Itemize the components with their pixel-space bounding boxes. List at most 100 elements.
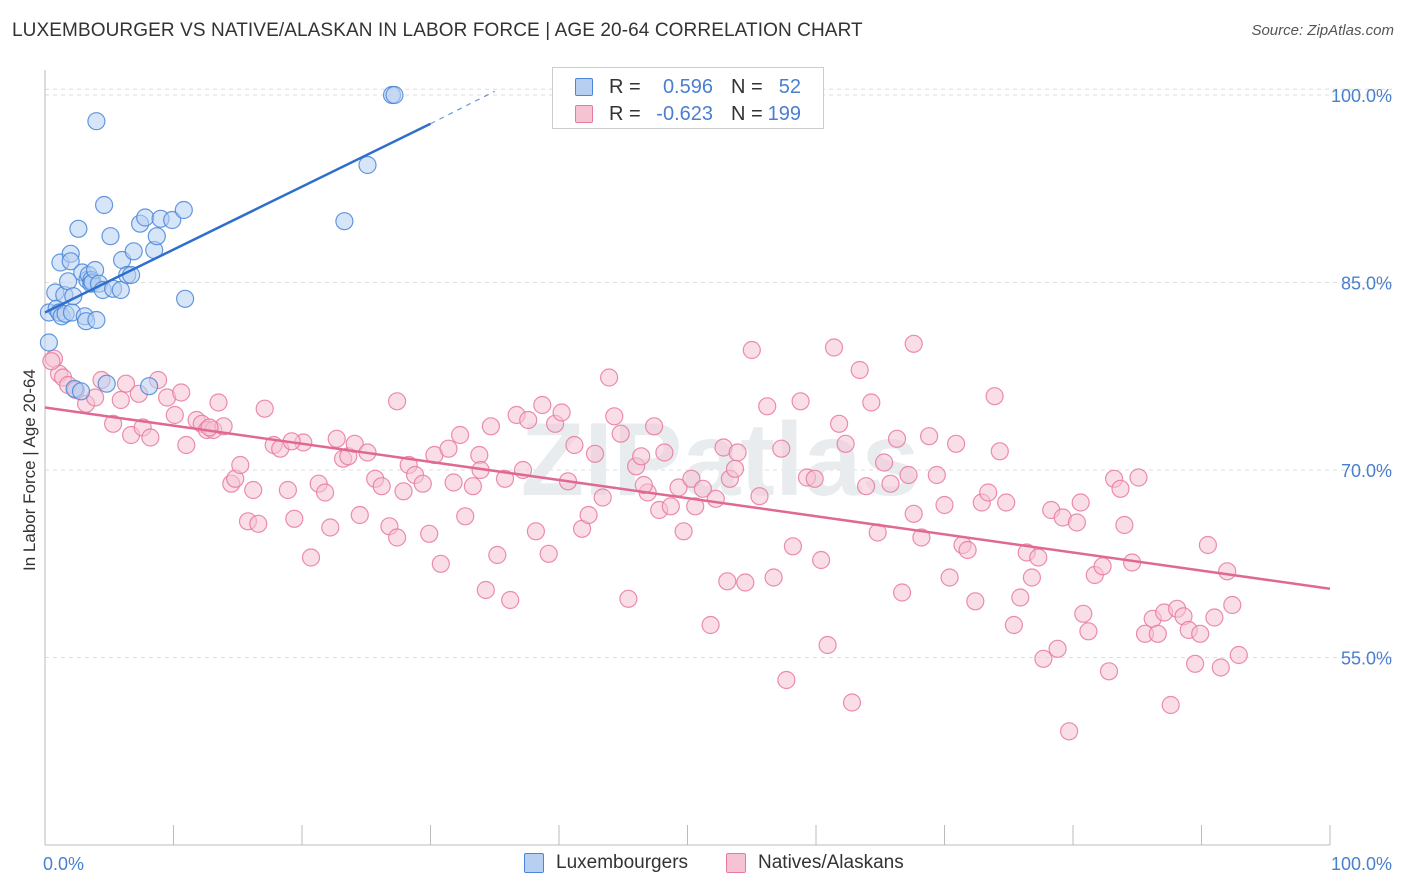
legend-n-label: N = bbox=[731, 76, 763, 98]
point-native-alaskan bbox=[172, 383, 191, 402]
point-native-alaskan bbox=[593, 488, 612, 507]
point-native-alaskan bbox=[1034, 649, 1053, 668]
point-native-alaskan bbox=[777, 670, 796, 690]
x-tick-label: 0.0% bbox=[43, 854, 84, 874]
point-native-alaskan bbox=[200, 418, 219, 437]
point-native-alaskan bbox=[141, 428, 160, 447]
point-native-alaskan bbox=[1093, 557, 1112, 576]
point-native-alaskan bbox=[255, 399, 274, 418]
point-native-alaskan bbox=[811, 550, 831, 570]
chart-source: Source: ZipAtlas.com bbox=[1251, 22, 1394, 39]
point-native-alaskan bbox=[488, 545, 507, 565]
legend-n-value: 52 bbox=[778, 76, 801, 98]
series-legend: Luxembourgers Natives/Alaskans bbox=[0, 851, 1406, 877]
point-native-alaskan bbox=[165, 405, 184, 425]
x-tick-label: 100.0% bbox=[1331, 854, 1392, 874]
series-natives-alaskans bbox=[42, 334, 1248, 741]
point-native-alaskan bbox=[619, 589, 638, 608]
point-native-alaskan bbox=[372, 477, 391, 496]
point-native-alaskan bbox=[552, 403, 571, 422]
y-tick-label: 70.0% bbox=[1341, 461, 1392, 481]
point-luxembourger bbox=[385, 85, 404, 105]
point-native-alaskan bbox=[1079, 622, 1098, 641]
point-native-alaskan bbox=[42, 352, 61, 371]
point-native-alaskan bbox=[904, 504, 923, 523]
point-native-alaskan bbox=[394, 482, 413, 501]
point-native-alaskan bbox=[413, 474, 432, 493]
y-tick-label: 85.0% bbox=[1341, 274, 1392, 294]
legend-n-label: N = bbox=[731, 103, 763, 125]
point-native-alaskan bbox=[892, 583, 912, 602]
point-native-alaskan bbox=[579, 505, 598, 525]
point-native-alaskan bbox=[456, 507, 475, 526]
point-native-alaskan bbox=[231, 455, 250, 475]
legend-swatch-pink bbox=[575, 105, 593, 123]
point-native-alaskan bbox=[481, 417, 500, 436]
series-luxembourgers bbox=[39, 85, 404, 401]
point-native-alaskan bbox=[1048, 639, 1067, 658]
point-native-alaskan bbox=[1074, 604, 1093, 623]
point-native-alaskan bbox=[881, 474, 900, 493]
point-native-alaskan bbox=[764, 568, 783, 587]
point-native-alaskan bbox=[979, 483, 998, 502]
point-native-alaskan bbox=[725, 459, 745, 478]
point-native-alaskan bbox=[420, 524, 439, 543]
point-native-alaskan bbox=[742, 340, 761, 360]
point-luxembourger bbox=[111, 280, 130, 300]
point-luxembourger bbox=[39, 333, 59, 352]
point-native-alaskan bbox=[634, 475, 653, 495]
point-luxembourger bbox=[163, 210, 182, 230]
trend-line-luxembourgers bbox=[44, 122, 432, 314]
point-native-alaskan bbox=[1161, 695, 1180, 715]
point-native-alaskan bbox=[519, 410, 538, 430]
point-native-alaskan bbox=[824, 338, 844, 357]
trend-extension-luxembourgers bbox=[430, 90, 496, 125]
point-native-alaskan bbox=[565, 435, 584, 455]
point-native-alaskan bbox=[772, 439, 791, 458]
point-native-alaskan bbox=[470, 445, 489, 465]
point-native-alaskan bbox=[501, 590, 520, 610]
point-native-alaskan bbox=[1004, 615, 1024, 635]
legend-swatch-blue bbox=[575, 78, 593, 96]
gridlines bbox=[45, 88, 1392, 658]
point-native-alaskan bbox=[736, 573, 755, 592]
point-native-alaskan bbox=[599, 368, 619, 387]
point-luxembourger bbox=[358, 155, 377, 175]
point-native-alaskan bbox=[862, 393, 881, 412]
point-luxembourger bbox=[97, 374, 116, 393]
point-native-alaskan bbox=[829, 414, 849, 433]
point-native-alaskan bbox=[1185, 654, 1205, 673]
point-native-alaskan bbox=[1115, 515, 1134, 535]
legend-r-value: -0.623 bbox=[656, 103, 713, 125]
point-native-alaskan bbox=[1011, 588, 1030, 607]
point-native-alaskan bbox=[791, 392, 810, 411]
correlation-legend: R = 0.596 N = 52 R = -0.623 N = 199 bbox=[552, 67, 824, 129]
point-native-alaskan bbox=[111, 390, 130, 410]
point-native-alaskan bbox=[278, 480, 297, 500]
axes bbox=[44, 70, 1331, 846]
point-native-alaskan bbox=[1022, 568, 1042, 587]
point-native-alaskan bbox=[644, 417, 664, 436]
point-native-alaskan bbox=[919, 427, 939, 446]
point-native-alaskan bbox=[758, 397, 777, 416]
point-native-alaskan bbox=[209, 393, 228, 412]
point-native-alaskan bbox=[783, 537, 803, 556]
point-native-alaskan bbox=[103, 414, 123, 433]
point-native-alaskan bbox=[476, 580, 495, 600]
point-native-alaskan bbox=[1218, 562, 1237, 581]
legend-swatch-blue bbox=[524, 853, 544, 873]
point-native-alaskan bbox=[940, 568, 959, 587]
point-luxembourger bbox=[94, 195, 114, 215]
point-native-alaskan bbox=[244, 480, 263, 500]
point-native-alaskan bbox=[682, 469, 701, 488]
point-native-alaskan bbox=[451, 425, 470, 445]
point-native-alaskan bbox=[818, 635, 837, 655]
point-native-alaskan bbox=[327, 429, 346, 448]
point-native-alaskan bbox=[958, 540, 977, 560]
point-native-alaskan bbox=[116, 374, 136, 393]
legend-swatch-pink bbox=[726, 853, 746, 873]
point-native-alaskan bbox=[316, 483, 335, 502]
y-tick-label: 100.0% bbox=[1331, 86, 1392, 106]
point-native-alaskan bbox=[350, 505, 369, 525]
point-native-alaskan bbox=[887, 429, 907, 448]
